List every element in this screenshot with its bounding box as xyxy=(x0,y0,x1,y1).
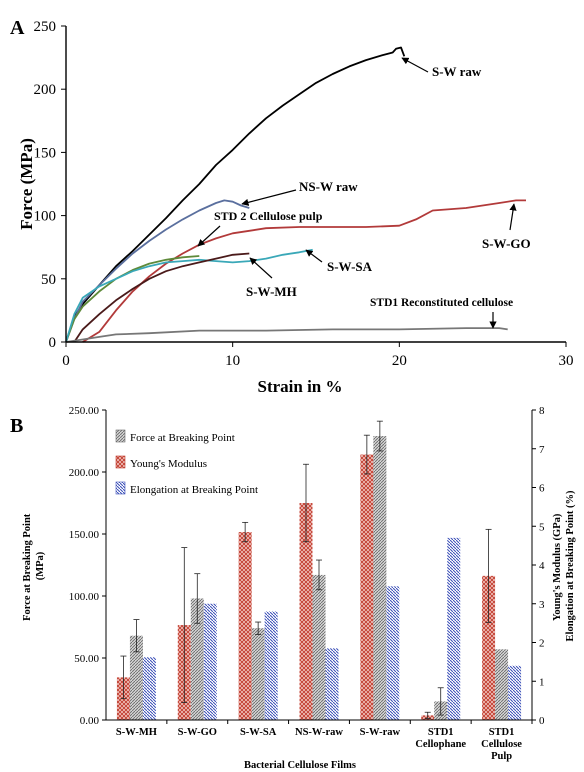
a-y-tick-label: 150 xyxy=(34,145,57,161)
b-left-tick-label: 50.00 xyxy=(74,653,99,665)
b-category-label: NS-W-raw xyxy=(295,727,343,738)
b-right-tick-label: 4 xyxy=(539,560,545,572)
bar-elongation-at-breaking-point xyxy=(386,586,400,720)
bar-force-at-breaking-point xyxy=(495,649,509,720)
a-x-axis-label: Strain in % xyxy=(257,377,342,396)
annotation-arrow-s-w-sa xyxy=(305,249,323,263)
b-left-axis-label: Force at Breaking Point (MPa) xyxy=(22,511,46,621)
bar-elongation-at-breaking-point xyxy=(447,537,461,720)
b-right-tick-label: 3 xyxy=(539,599,545,611)
b-right-axis-label: Young's Modulus (GPa) Elongation at Brea… xyxy=(552,490,576,641)
legend-label-force: Force at Breaking Point xyxy=(130,432,235,444)
b-right-tick-label: 5 xyxy=(539,521,545,533)
annotation-arrow-s-w-raw xyxy=(401,57,429,73)
b-left-tick-label: 200.00 xyxy=(69,467,100,479)
b-category-label: S-W-GO xyxy=(178,727,217,738)
panel-a-plot: 0 50 100 150 200 250 0 10 20 30 xyxy=(34,19,574,369)
series-line-s-w-mh xyxy=(73,252,250,343)
annotation-ns-w-raw: NS-W raw xyxy=(299,179,358,194)
annotation-arrow-ns-w-raw xyxy=(241,189,297,206)
b-x-axis-label: Bacterial Cellulose Films xyxy=(244,760,356,771)
bar-force-at-breaking-point xyxy=(251,628,265,720)
bar-elongation-at-breaking-point xyxy=(264,611,278,720)
b-left-tick-label: 150.00 xyxy=(69,529,100,541)
b-legend: Force at Breaking Point Young's Modulus … xyxy=(115,429,258,496)
b-left-tick-label: 250.00 xyxy=(69,405,100,417)
a-y-tick-label: 200 xyxy=(34,82,57,98)
series-line-s-w-raw xyxy=(65,46,406,343)
panel-b-label: B xyxy=(10,415,23,437)
annotation-s-w-mh: S-W-MH xyxy=(246,284,297,299)
bar-young-s-modulus xyxy=(299,503,313,720)
annotation-s-w-sa: S-W-SA xyxy=(327,259,373,274)
annotation-s-w-raw: S-W raw xyxy=(432,64,482,79)
series-line-s-w-sa xyxy=(65,248,313,343)
legend-swatch-elongation xyxy=(115,481,126,495)
a-y-tick-label: 100 xyxy=(34,209,57,225)
b-left-tick-label: 100.00 xyxy=(69,591,100,603)
b-left-tick-label: 0.00 xyxy=(80,715,100,727)
b-category-label: S-W-raw xyxy=(360,727,401,738)
bar-young-s-modulus xyxy=(238,532,252,720)
b-right-tick-label: 6 xyxy=(539,483,545,495)
legend-label-elongation: Elongation at Breaking Point xyxy=(130,484,258,496)
bar-force-at-breaking-point xyxy=(129,635,143,720)
b-category-label: S-W-SA xyxy=(240,727,277,738)
panel-b-plot: 0.00 50.00 100.00 150.00 200.00 250.00 0 1 2 3 4 5 6… xyxy=(69,405,545,762)
legend-label-modulus: Young's Modulus xyxy=(130,458,207,470)
annotation-std1: STD1 Reconstituted cellulose xyxy=(370,297,513,309)
b-category-label: STD1 Cellulose Pulp xyxy=(481,727,522,762)
bar-elongation-at-breaking-point xyxy=(203,603,217,720)
a-x-tick-label: 30 xyxy=(559,353,574,369)
bar-young-s-modulus xyxy=(482,575,496,720)
annotation-arrow-s-w-go xyxy=(509,203,517,231)
bar-force-at-breaking-point xyxy=(190,598,204,720)
bar-young-s-modulus xyxy=(360,454,374,720)
b-right-tick-label: 8 xyxy=(539,405,545,417)
b-right-tick-label: 0 xyxy=(539,715,545,727)
a-y-tick-label: 50 xyxy=(41,272,56,288)
bar-elongation-at-breaking-point xyxy=(142,657,156,720)
a-x-tick-label: 10 xyxy=(225,353,240,369)
b-right-tick-label: 7 xyxy=(539,444,545,456)
panel-a-label: A xyxy=(10,17,25,39)
a-x-tick-label: 0 xyxy=(62,353,70,369)
legend-swatch-force xyxy=(115,429,126,443)
bar-force-at-breaking-point xyxy=(312,574,326,720)
bar-force-at-breaking-point xyxy=(373,436,387,720)
a-y-axis-label: Force (MPa) xyxy=(17,138,36,230)
annotation-arrow-std2 xyxy=(197,225,221,247)
annotation-arrow-s-w-mh xyxy=(249,257,273,279)
annotation-std2: STD 2 Cellulose pulp xyxy=(214,209,323,223)
a-x-tick-label: 20 xyxy=(392,353,407,369)
a-y-tick-label: 250 xyxy=(34,19,57,35)
annotation-s-w-go: S-W-GO xyxy=(482,236,531,251)
legend-swatch-modulus xyxy=(115,455,126,469)
b-right-tick-label: 2 xyxy=(539,638,545,650)
bar-elongation-at-breaking-point xyxy=(325,648,339,720)
b-category-label: STD1 Cellophane xyxy=(415,727,466,750)
b-category-label: S-W-MH xyxy=(116,727,157,738)
a-y-tick-label: 0 xyxy=(49,335,57,351)
series-line-std1-reconstituted-cellulose xyxy=(65,327,508,343)
bar-elongation-at-breaking-point xyxy=(508,665,522,720)
b-right-tick-label: 1 xyxy=(539,676,545,688)
series-line-ns-w-raw xyxy=(65,199,250,343)
